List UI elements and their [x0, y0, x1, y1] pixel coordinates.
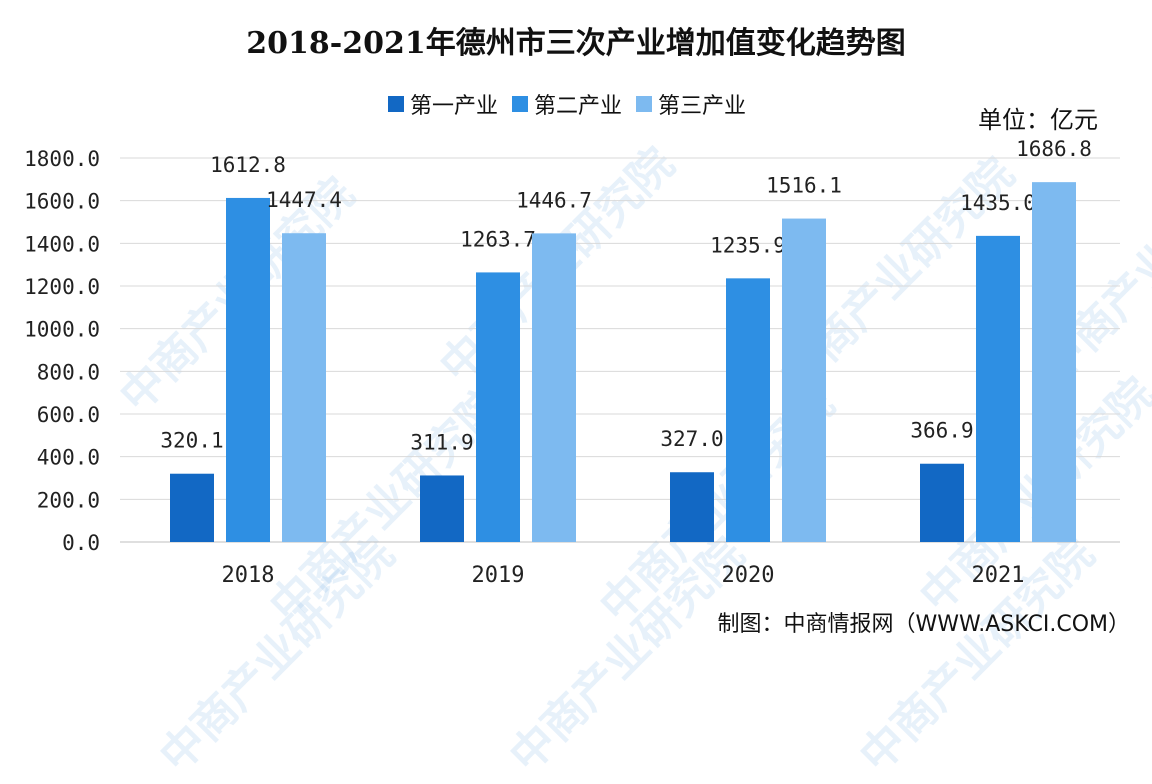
- bar: [420, 475, 464, 542]
- bar: [170, 473, 214, 542]
- y-tick-label: 200.0: [37, 488, 100, 512]
- source-credit: 制图：中商情报网（WWW.ASKCI.COM）: [717, 612, 1130, 637]
- legend-item-primary: 第一产业: [388, 88, 498, 120]
- bar: [1032, 182, 1076, 542]
- data-label: 1446.7: [516, 188, 592, 212]
- data-label: 1435.0: [960, 191, 1036, 215]
- legend-label: 第三产业: [658, 94, 747, 119]
- y-tick-label: 1800.0: [24, 147, 100, 171]
- bar: [476, 272, 520, 542]
- data-label: 327.0: [660, 427, 723, 451]
- y-tick-label: 0.0: [62, 531, 100, 555]
- legend-item-secondary: 第二产业: [512, 88, 622, 120]
- y-tick-label: 1400.0: [24, 232, 100, 256]
- x-tick-label: 2018: [222, 563, 275, 588]
- data-label: 1516.1: [766, 174, 842, 198]
- data-label: 1235.9: [710, 233, 786, 257]
- data-label: 366.9: [910, 419, 973, 443]
- y-tick-label: 600.0: [37, 403, 100, 427]
- legend-label: 第一产业: [410, 94, 499, 119]
- data-label: 1447.4: [266, 188, 342, 212]
- bar: [782, 218, 826, 542]
- unit-label: 单位：亿元: [978, 106, 1098, 134]
- legend-item-tertiary: 第三产业: [636, 88, 746, 120]
- legend-swatch: [512, 96, 529, 112]
- y-tick-label: 800.0: [37, 360, 100, 384]
- y-tick-label: 400.0: [37, 446, 100, 470]
- legend-label: 第二产业: [534, 94, 623, 119]
- legend: 第一产业 第二产业 第三产业: [388, 88, 746, 120]
- bar: [226, 197, 270, 542]
- bar: [920, 463, 964, 542]
- bar-chart: 0.0 200.0 400.0 600.0 800.0 1000.0 1200.0 1400.…: [24, 137, 1120, 588]
- data-label: 311.9: [410, 430, 473, 454]
- y-tick-label: 1200.0: [24, 275, 100, 299]
- bar: [670, 472, 714, 542]
- bar: [976, 235, 1020, 542]
- bar: [532, 233, 576, 542]
- data-label: 1686.8: [1016, 137, 1092, 161]
- data-label: 1263.7: [460, 227, 536, 251]
- x-tick-label: 2021: [972, 563, 1025, 588]
- y-tick-label: 1000.0: [24, 318, 100, 342]
- legend-swatch: [636, 96, 653, 112]
- bar: [282, 233, 326, 543]
- legend-swatch: [388, 96, 404, 112]
- x-tick-label: 2019: [472, 563, 525, 588]
- data-label: 320.1: [160, 429, 223, 453]
- chart-title: 2018-2021年德州市三次产业增加值变化趋势图: [246, 26, 906, 61]
- y-tick-label: 1600.0: [24, 190, 100, 214]
- data-label: 1612.8: [210, 153, 286, 177]
- x-tick-label: 2020: [722, 563, 775, 588]
- bar: [726, 278, 770, 542]
